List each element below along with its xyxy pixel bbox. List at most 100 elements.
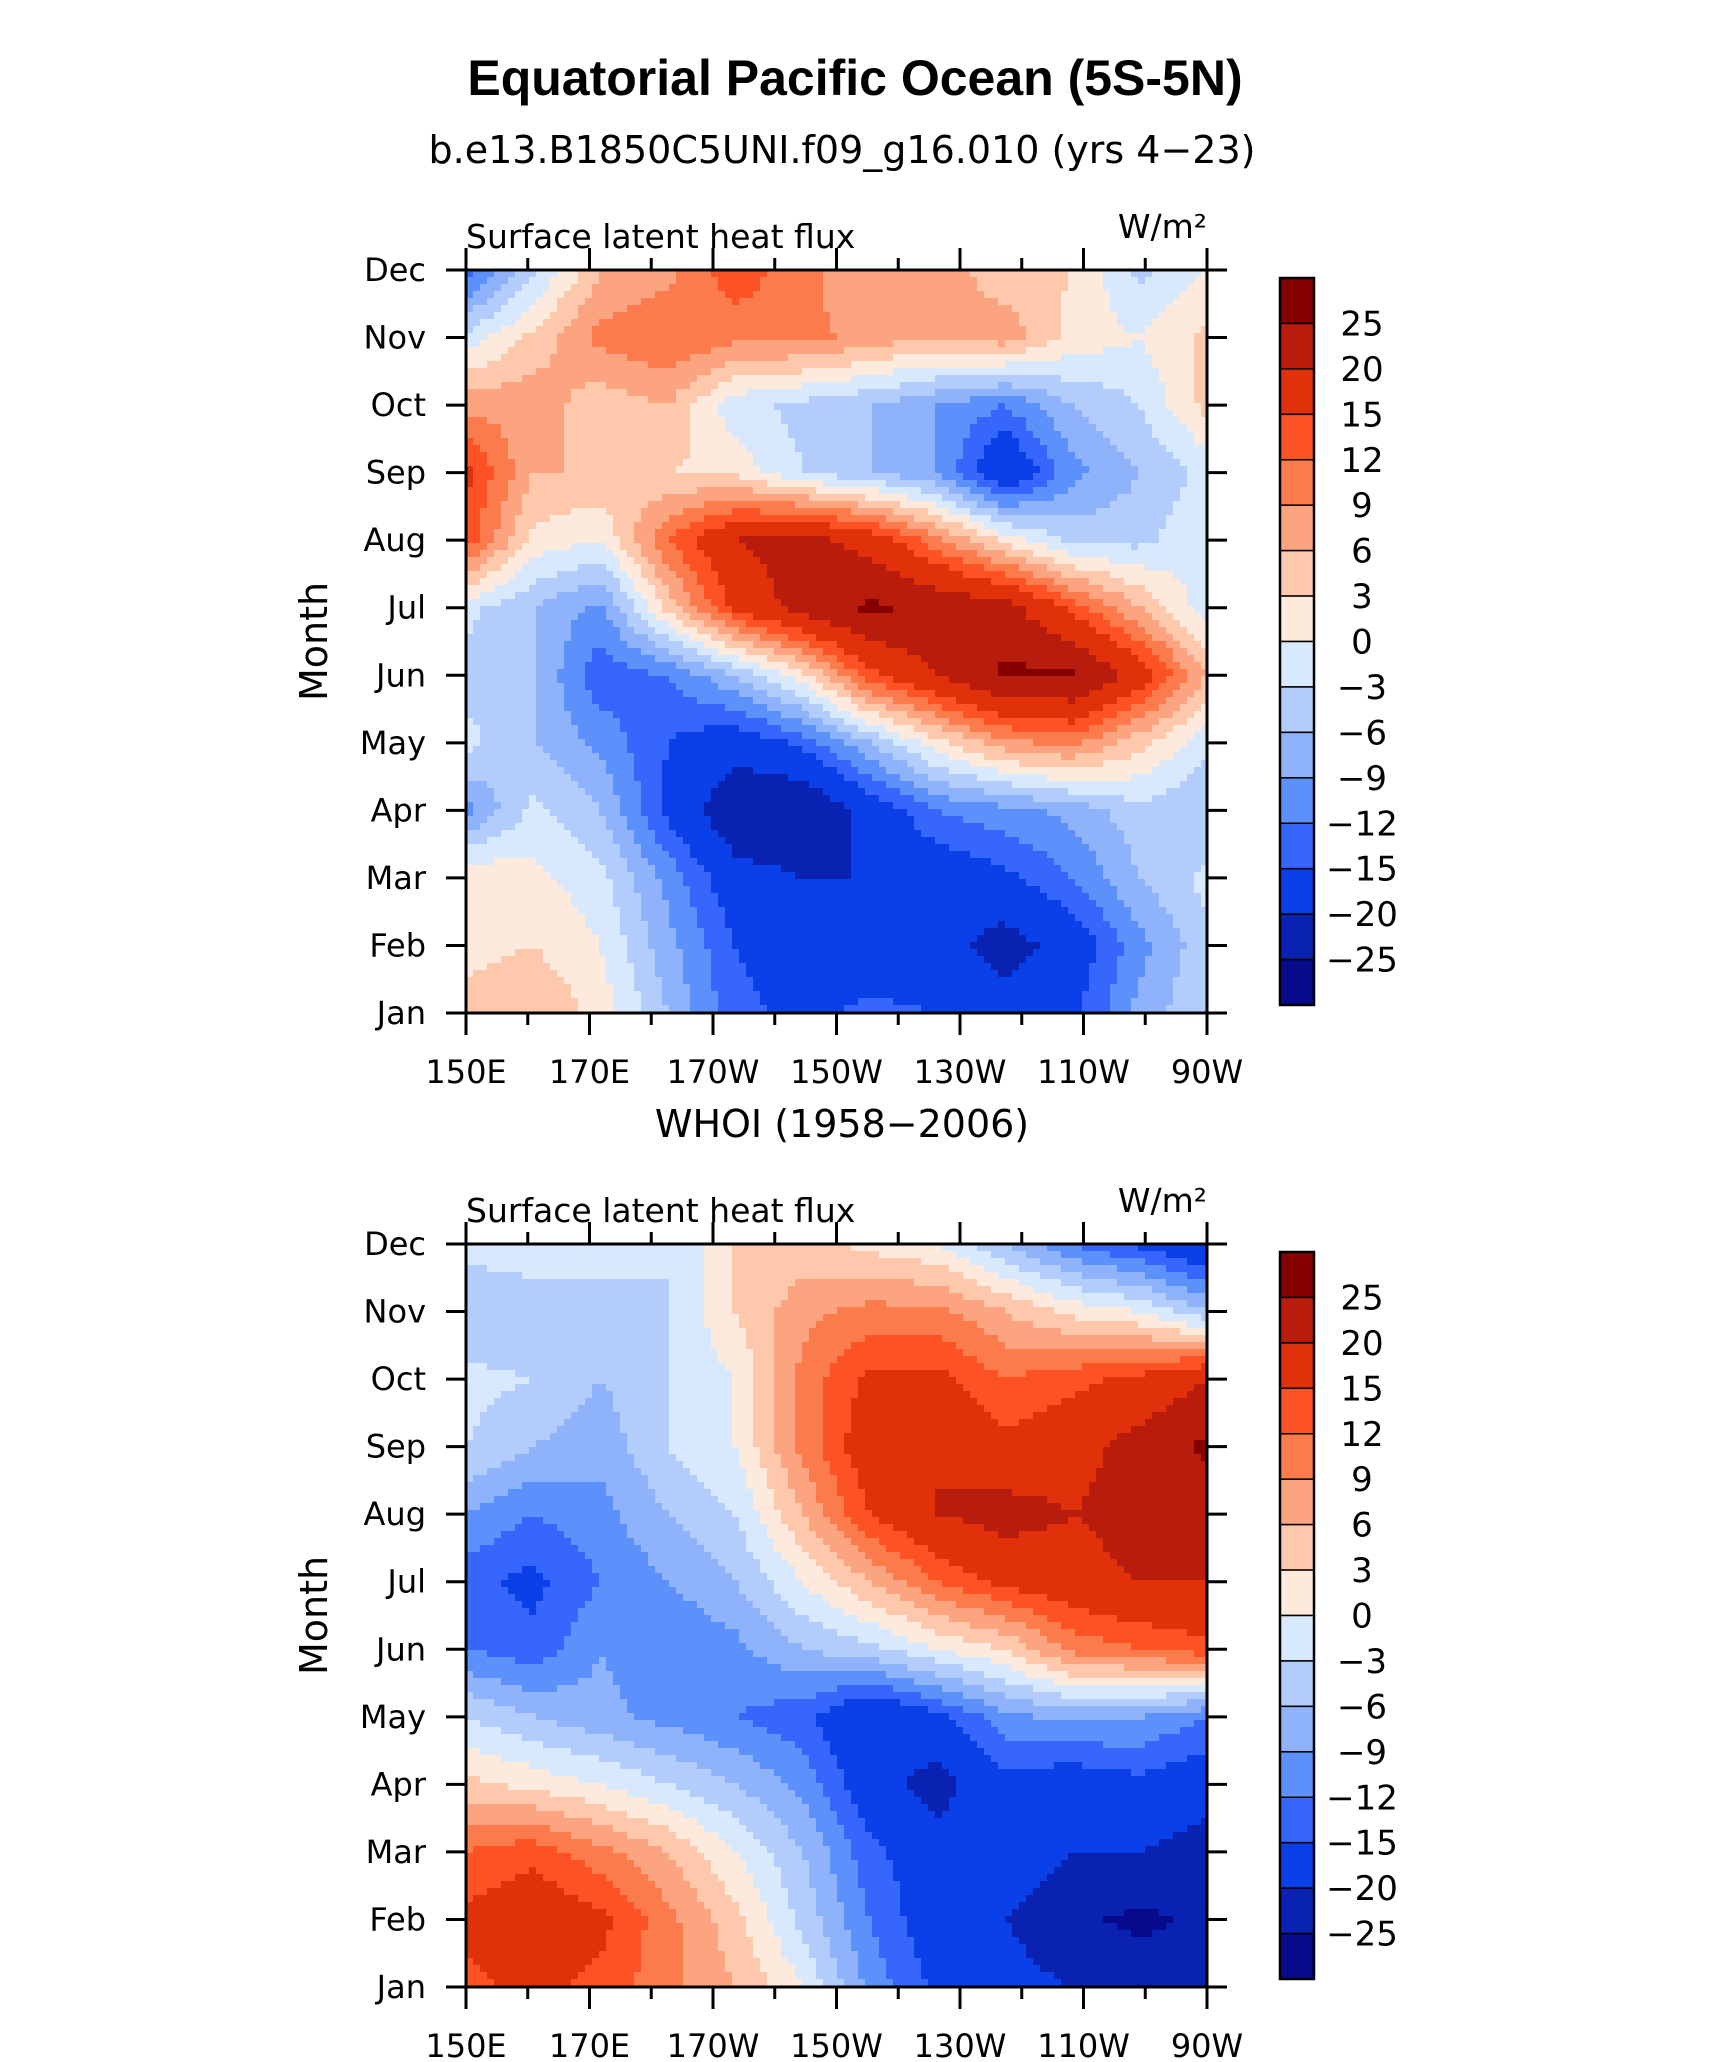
heatmap-cell	[606, 459, 614, 467]
heatmap-cell	[613, 319, 621, 327]
heatmap-cell	[753, 529, 761, 537]
heatmap-cell	[1019, 585, 1027, 593]
heatmap-cell	[550, 389, 558, 397]
heatmap-cell	[900, 382, 908, 390]
heatmap-cell	[816, 466, 824, 474]
heatmap-cell	[1152, 578, 1160, 586]
heatmap-cell	[1103, 473, 1111, 481]
heatmap-cell	[795, 424, 803, 432]
heatmap-cell	[984, 347, 992, 355]
heatmap-cell	[900, 459, 908, 467]
heatmap-cell	[613, 410, 621, 418]
heatmap-cell	[991, 480, 999, 488]
heatmap-cell	[1047, 501, 1055, 509]
heatmap-cell	[1124, 452, 1132, 460]
heatmap-cell	[1054, 564, 1062, 572]
heatmap-cell	[1061, 571, 1069, 579]
heatmap-cell	[1187, 305, 1195, 313]
heatmap-cell	[1089, 508, 1097, 516]
heatmap-cell	[662, 543, 670, 551]
heatmap-cell	[949, 431, 957, 439]
heatmap-cell	[1145, 571, 1153, 579]
heatmap-cell	[977, 403, 985, 411]
heatmap-cell	[774, 501, 782, 509]
heatmap-cell	[1131, 396, 1139, 404]
heatmap-cell	[725, 543, 733, 551]
heatmap-cell	[781, 550, 789, 558]
heatmap-cell	[487, 466, 495, 474]
heatmap-cell	[466, 382, 474, 390]
heatmap-cell	[1089, 564, 1097, 572]
heatmap-cell	[1152, 368, 1160, 376]
heatmap-cell	[585, 312, 593, 320]
heatmap-cell	[1019, 277, 1027, 285]
heatmap-cell	[949, 445, 957, 453]
heatmap-cell	[830, 445, 838, 453]
heatmap-cell	[1040, 403, 1048, 411]
heatmap-cell	[1082, 284, 1090, 292]
heatmap-cell	[844, 319, 852, 327]
heatmap-cell	[977, 543, 985, 551]
heatmap-cell	[613, 466, 621, 474]
heatmap-cell	[935, 480, 943, 488]
heatmap-cell	[669, 319, 677, 327]
heatmap-cell	[718, 354, 726, 362]
heatmap-cell	[676, 326, 684, 334]
heatmap-cell	[942, 585, 950, 593]
heatmap-cell	[1047, 340, 1055, 348]
heatmap-cell	[550, 417, 558, 425]
heatmap-cell	[725, 515, 733, 523]
heatmap-cell	[683, 340, 691, 348]
heatmap-cell	[1089, 438, 1097, 446]
heatmap-cell	[1033, 592, 1041, 600]
heatmap-cell	[1068, 403, 1076, 411]
heatmap-cell	[585, 522, 593, 530]
heatmap-cell	[676, 487, 684, 495]
heatmap-cell	[1152, 452, 1160, 460]
heatmap-cell	[963, 417, 971, 425]
heatmap-cell	[928, 354, 936, 362]
heatmap-cell	[851, 298, 859, 306]
heatmap-cell	[697, 354, 705, 362]
heatmap-cell	[627, 326, 635, 334]
heatmap-cell	[1012, 368, 1020, 376]
heatmap-cell	[879, 326, 887, 334]
heatmap-cell	[844, 340, 852, 348]
heatmap-cell	[620, 333, 628, 341]
heatmap-cell	[592, 424, 600, 432]
heatmap-cell	[634, 452, 642, 460]
heatmap-cell	[1145, 438, 1153, 446]
heatmap-cell	[515, 319, 523, 327]
heatmap-cell	[515, 368, 523, 376]
heatmap-cell	[1061, 592, 1069, 600]
heatmap-cell	[830, 438, 838, 446]
heatmap-cell	[536, 277, 544, 285]
heatmap-cell	[711, 382, 719, 390]
heatmap-cell	[753, 312, 761, 320]
heatmap-cell	[613, 508, 621, 516]
heatmap-cell	[949, 354, 957, 362]
heatmap-cell	[1047, 361, 1055, 369]
heatmap-cell	[942, 473, 950, 481]
heatmap-cell	[942, 305, 950, 313]
heatmap-cell	[480, 340, 488, 348]
heatmap-cell	[991, 333, 999, 341]
heatmap-cell	[781, 571, 789, 579]
heatmap-cell	[900, 550, 908, 558]
heatmap-cell	[725, 480, 733, 488]
heatmap-cell	[466, 508, 474, 516]
heatmap-cell	[1187, 585, 1195, 593]
heatmap-cell	[1124, 361, 1132, 369]
heatmap-cell	[1201, 592, 1207, 600]
heatmap-cell	[935, 571, 943, 579]
heatmap-cell	[466, 305, 474, 313]
heatmap-cell	[1131, 368, 1139, 376]
heatmap-cell	[1152, 410, 1160, 418]
heatmap-cell	[683, 431, 691, 439]
heatmap-cell	[1152, 571, 1160, 579]
heatmap-cell	[1194, 564, 1202, 572]
heatmap-cell	[998, 396, 1006, 404]
heatmap-cell	[949, 550, 957, 558]
heatmap-cell	[977, 326, 985, 334]
heatmap-cell	[599, 375, 607, 383]
